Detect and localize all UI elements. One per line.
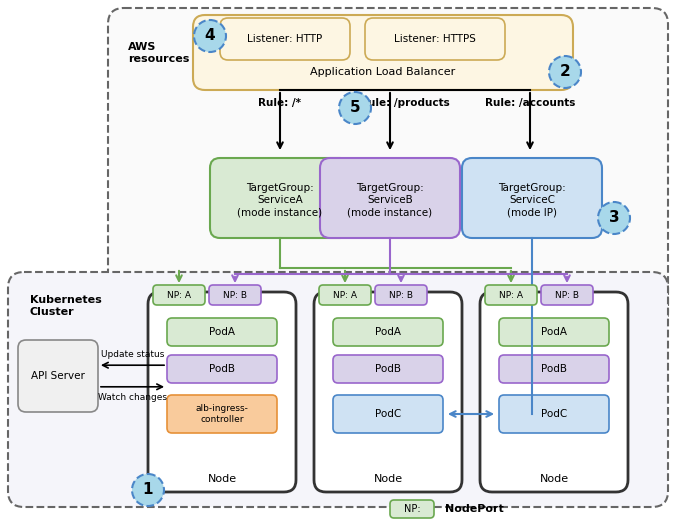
- FancyBboxPatch shape: [365, 18, 505, 60]
- Text: AWS
resources: AWS resources: [128, 42, 189, 64]
- FancyBboxPatch shape: [462, 158, 602, 238]
- FancyBboxPatch shape: [148, 292, 296, 492]
- Circle shape: [598, 202, 630, 234]
- FancyBboxPatch shape: [485, 285, 537, 305]
- Text: Listener: HTTP: Listener: HTTP: [248, 34, 322, 44]
- Text: alb-ingress-
controller: alb-ingress- controller: [196, 404, 248, 424]
- FancyBboxPatch shape: [499, 395, 609, 433]
- Text: Rule: /products: Rule: /products: [360, 98, 450, 108]
- FancyBboxPatch shape: [167, 318, 277, 346]
- FancyBboxPatch shape: [8, 272, 668, 507]
- FancyBboxPatch shape: [193, 15, 573, 90]
- FancyBboxPatch shape: [210, 158, 350, 238]
- Text: PodA: PodA: [209, 327, 235, 337]
- Text: TargetGroup:
ServiceC
(mode IP): TargetGroup: ServiceC (mode IP): [498, 183, 566, 217]
- Text: NP: B: NP: B: [223, 291, 247, 300]
- Text: Rule: /*: Rule: /*: [258, 98, 301, 108]
- Text: PodA: PodA: [375, 327, 401, 337]
- Text: PodC: PodC: [375, 409, 401, 419]
- Text: Watch changes: Watch changes: [98, 393, 167, 402]
- FancyBboxPatch shape: [499, 318, 609, 346]
- FancyBboxPatch shape: [153, 285, 205, 305]
- Text: NodePort: NodePort: [445, 504, 504, 514]
- Text: Node: Node: [207, 474, 237, 484]
- Text: NP: A: NP: A: [499, 291, 523, 300]
- FancyBboxPatch shape: [167, 355, 277, 383]
- Text: TargetGroup:
ServiceA
(mode instance): TargetGroup: ServiceA (mode instance): [237, 183, 322, 217]
- FancyBboxPatch shape: [333, 318, 443, 346]
- Text: NP: B: NP: B: [555, 291, 579, 300]
- Text: PodB: PodB: [541, 364, 567, 374]
- Text: Kubernetes
Cluster: Kubernetes Cluster: [30, 295, 102, 317]
- Text: 2: 2: [560, 65, 571, 79]
- Text: NP: A: NP: A: [167, 291, 191, 300]
- Text: Node: Node: [373, 474, 403, 484]
- Text: 5: 5: [350, 101, 360, 115]
- Circle shape: [549, 56, 581, 88]
- FancyBboxPatch shape: [220, 18, 350, 60]
- FancyBboxPatch shape: [320, 158, 460, 238]
- FancyBboxPatch shape: [390, 500, 434, 518]
- Text: PodB: PodB: [209, 364, 235, 374]
- FancyBboxPatch shape: [499, 355, 609, 383]
- Text: API Server: API Server: [31, 371, 85, 381]
- FancyBboxPatch shape: [167, 395, 277, 433]
- Text: 1: 1: [143, 482, 153, 497]
- FancyBboxPatch shape: [375, 285, 427, 305]
- Text: Node: Node: [539, 474, 568, 484]
- FancyBboxPatch shape: [541, 285, 593, 305]
- Text: PodC: PodC: [541, 409, 567, 419]
- Text: NP:: NP:: [404, 504, 420, 514]
- Circle shape: [132, 474, 164, 506]
- Text: Application Load Balancer: Application Load Balancer: [310, 67, 456, 77]
- Text: 4: 4: [205, 29, 216, 43]
- FancyBboxPatch shape: [319, 285, 371, 305]
- Circle shape: [194, 20, 226, 52]
- Text: TargetGroup:
ServiceB
(mode instance): TargetGroup: ServiceB (mode instance): [347, 183, 432, 217]
- Text: 3: 3: [609, 210, 619, 226]
- FancyBboxPatch shape: [480, 292, 628, 492]
- FancyBboxPatch shape: [18, 340, 98, 412]
- Text: Update status: Update status: [101, 350, 164, 359]
- Circle shape: [339, 92, 371, 124]
- FancyBboxPatch shape: [209, 285, 261, 305]
- Text: Listener: HTTPS: Listener: HTTPS: [394, 34, 476, 44]
- Text: NP: B: NP: B: [389, 291, 413, 300]
- Text: PodB: PodB: [375, 364, 401, 374]
- FancyBboxPatch shape: [333, 355, 443, 383]
- FancyBboxPatch shape: [333, 395, 443, 433]
- FancyBboxPatch shape: [108, 8, 668, 328]
- Text: PodA: PodA: [541, 327, 567, 337]
- FancyBboxPatch shape: [314, 292, 462, 492]
- Text: NP: A: NP: A: [333, 291, 357, 300]
- Text: Rule: /accounts: Rule: /accounts: [485, 98, 575, 108]
